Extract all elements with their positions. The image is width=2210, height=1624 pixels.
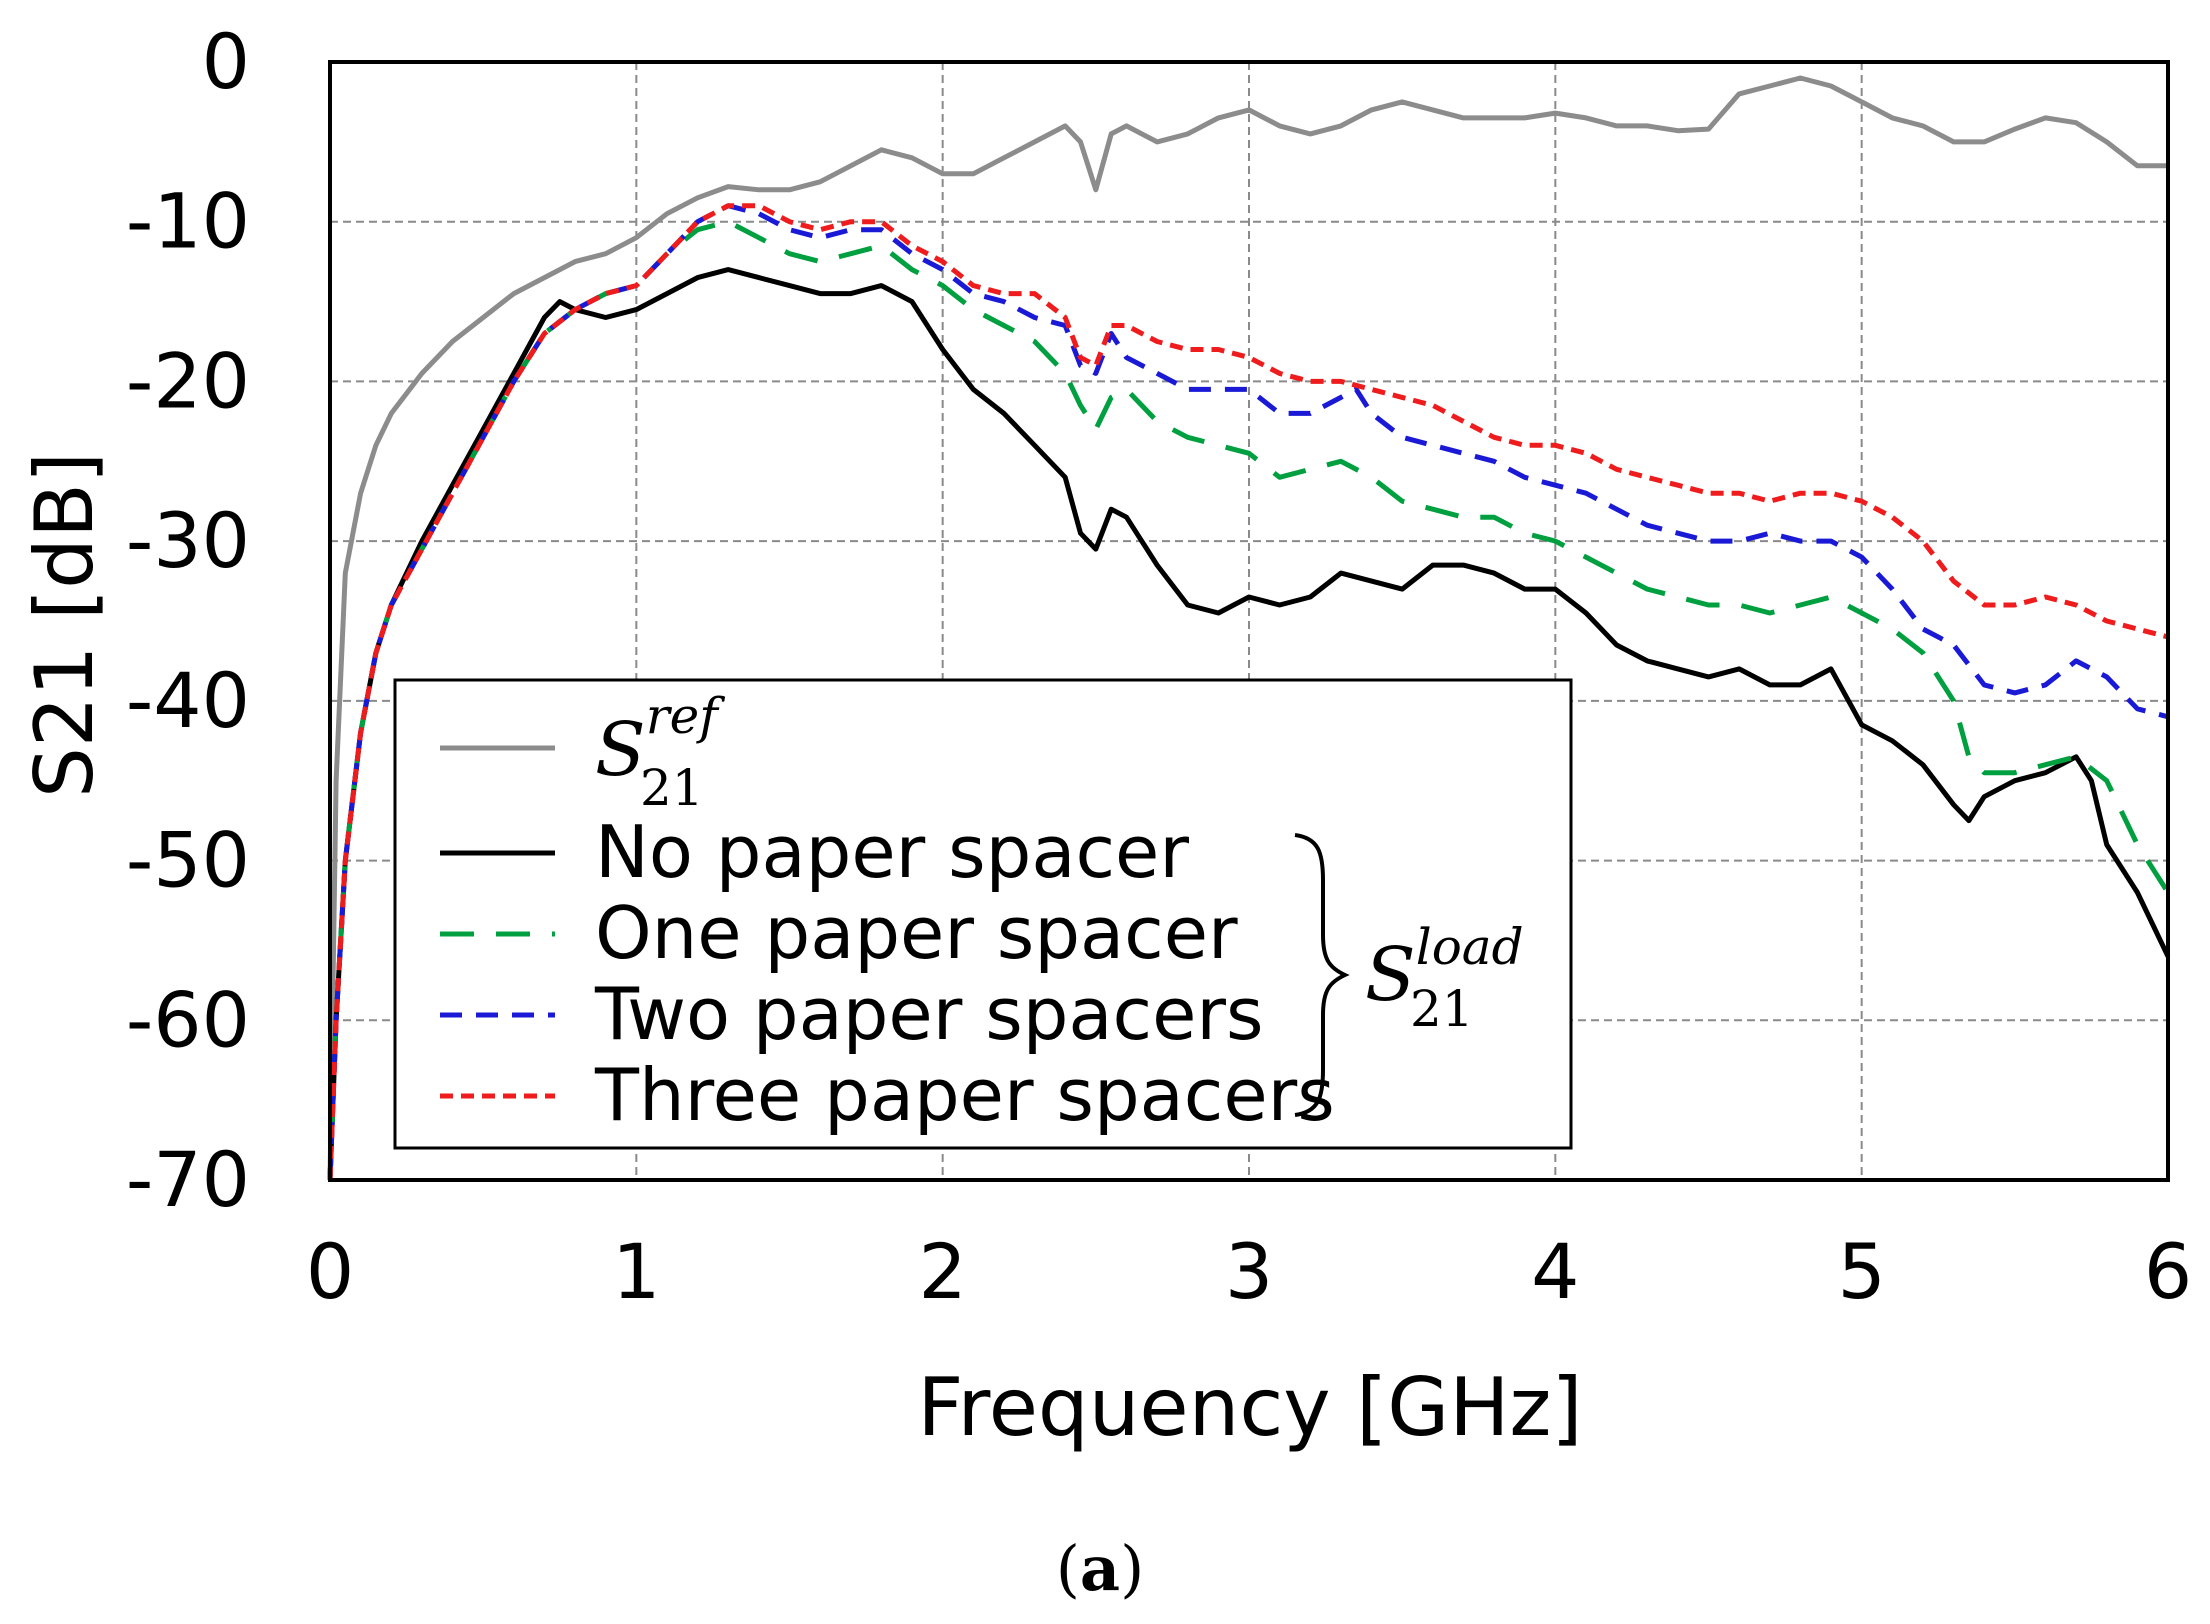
y-tick-label: -40 — [126, 656, 250, 745]
legend-label-no-paper-spacer: No paper spacer — [595, 810, 1189, 894]
x-tick-label: 2 — [918, 1227, 966, 1316]
y-axis-title: S21 [dB] — [18, 452, 111, 798]
x-axis-title: Frequency [GHz] — [917, 1361, 1582, 1454]
series-line-no-paper-spacer — [327, 267, 2171, 1181]
legend-label-three-paper-spacers: Three paper spacers — [594, 1053, 1335, 1137]
y-tick-label: -70 — [126, 1135, 250, 1224]
figure-caption: (a) — [1056, 1532, 1145, 1605]
legend-label-s21ref: Sref 21 — [595, 687, 725, 817]
x-tick-labels: 0 1 2 3 4 5 6 — [306, 1227, 2192, 1316]
plot-frame — [328, 60, 2170, 1182]
y-tick-label: -20 — [126, 336, 250, 425]
y-tick-label: 0 — [202, 17, 250, 106]
series-layer — [327, 75, 2171, 1181]
legend-samples — [440, 745, 555, 1099]
y-tick-labels: 0 -10 -20 -30 -40 -50 -60 -70 — [126, 17, 250, 1224]
legend: Sref 21 No paper spacer One paper spacer … — [393, 678, 1573, 1150]
legend-s21load-sub: 21 — [1410, 980, 1474, 1038]
legend-s21load-sup: load — [1416, 918, 1524, 976]
legend-s21ref-base: S — [595, 707, 646, 793]
y-tick-label: -50 — [126, 816, 250, 905]
x-tick-label: 5 — [1837, 1227, 1885, 1316]
caption-open-paren: ( — [1056, 1532, 1080, 1605]
series-line-three-paper-spacers — [327, 203, 2169, 1181]
x-tick-label: 4 — [1531, 1227, 1579, 1316]
legend-s21ref-sup: ref — [646, 687, 725, 745]
y-tick-label: -10 — [126, 177, 250, 266]
legend-s21ref-sub: 21 — [640, 759, 704, 817]
series-line-two-paper-spacers — [327, 203, 2169, 1181]
legend-box — [393, 678, 1573, 1150]
x-tick-label: 1 — [612, 1227, 660, 1316]
legend-s21load-base: S — [1365, 932, 1416, 1018]
x-tick-label: 0 — [306, 1227, 354, 1316]
legend-brace — [1294, 833, 1350, 1117]
legend-label-two-paper-spacers: Two paper spacers — [594, 972, 1264, 1056]
series-line-one-paper-spacer — [327, 219, 2171, 1181]
caption-label: a — [1080, 1532, 1120, 1605]
x-tick-label: 3 — [1225, 1227, 1273, 1316]
legend-s21load-label: Sload 21 — [1365, 918, 1524, 1038]
y-tick-label: -60 — [126, 975, 250, 1064]
y-tick-label: -30 — [126, 496, 250, 585]
series-line-s21ref — [327, 75, 2168, 1181]
legend-label-one-paper-spacer: One paper spacer — [595, 891, 1238, 975]
caption-close-paren: ) — [1120, 1532, 1144, 1605]
x-tick-label: 6 — [2144, 1227, 2192, 1316]
